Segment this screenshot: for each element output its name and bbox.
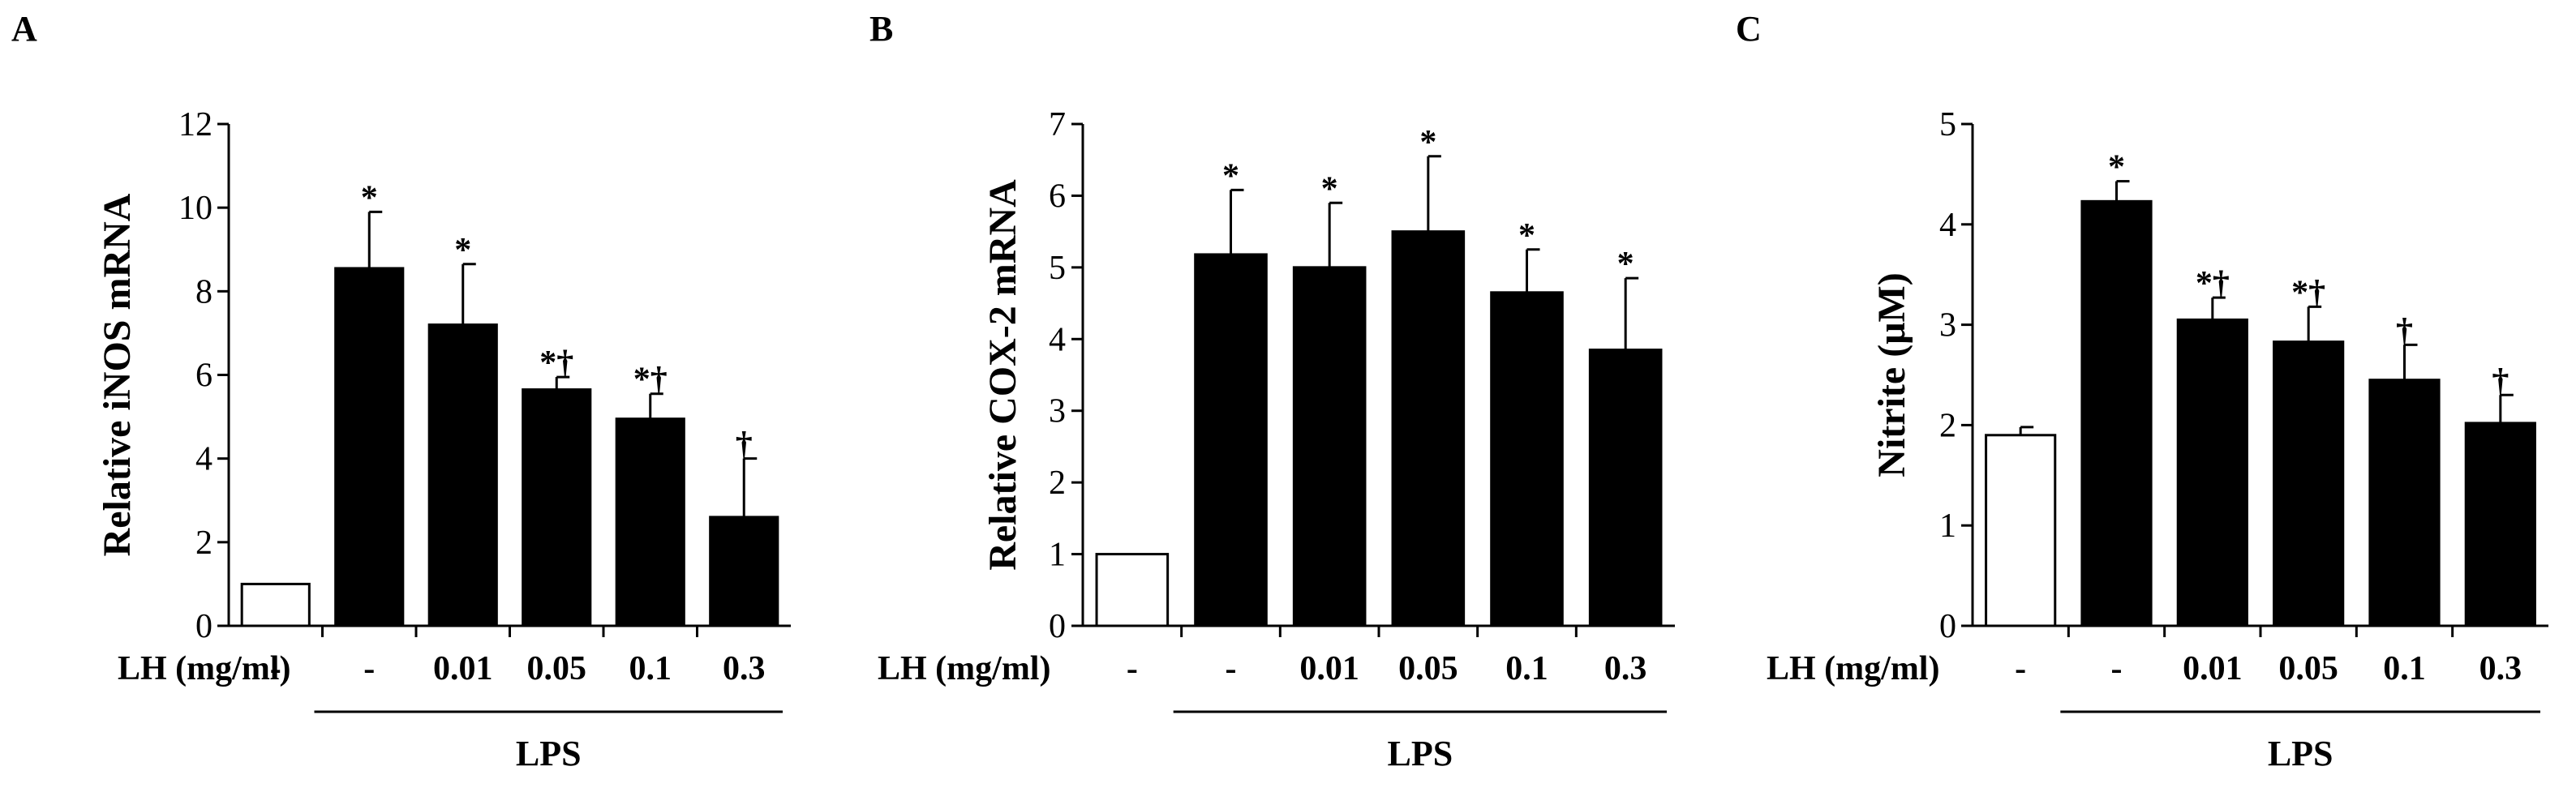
panel-letter: C [1736, 9, 1762, 49]
significance-mark: † [736, 426, 753, 464]
bar [2464, 422, 2536, 627]
bar [1391, 230, 1466, 627]
significance-mark: * [1617, 246, 1634, 283]
bar [1095, 553, 1170, 627]
y-tick-label: 1 [1939, 507, 1956, 545]
x-tick-label: 0.05 [1398, 650, 1458, 687]
lps-label: LPS [1387, 734, 1453, 773]
lps-label: LPS [516, 734, 582, 773]
x-tick-label: 0.05 [2278, 650, 2338, 687]
x-tick-label: - [2015, 650, 2026, 687]
significance-mark: * [1222, 157, 1239, 195]
y-tick-label: 8 [195, 273, 213, 310]
x-tick-label: 0.05 [527, 650, 587, 687]
y-tick-label: 1 [1049, 537, 1066, 574]
bar [615, 417, 685, 627]
x-tick-label: 0.01 [433, 650, 493, 687]
bar [2368, 379, 2441, 627]
x-tick-label: 0.3 [1604, 650, 1647, 687]
bar [1985, 434, 2057, 627]
y-tick-label: 0 [195, 608, 213, 645]
significance-mark: * [1419, 124, 1436, 161]
lps-label: LPS [2268, 734, 2333, 773]
panel-letter: A [11, 9, 37, 49]
y-tick-label: 12 [178, 106, 213, 143]
y-tick-label: 0 [1939, 608, 1956, 645]
x-tick-label: - [270, 650, 281, 687]
x-tick-label: - [363, 650, 375, 687]
bar [2080, 199, 2153, 627]
y-tick-label: 2 [195, 524, 213, 562]
x-tick-label: 0.3 [2479, 650, 2522, 687]
bar [1292, 266, 1367, 627]
bar [427, 323, 498, 627]
bar [1588, 349, 1663, 627]
significance-mark: * [454, 232, 471, 269]
x-tick-label: 0.1 [629, 650, 672, 687]
bar [2273, 340, 2345, 627]
x-tick-label: 0.1 [1505, 650, 1548, 687]
significance-mark: *† [2196, 265, 2230, 302]
y-tick-label: 3 [1049, 393, 1066, 430]
treatment-label: LH (mg/ml) [118, 650, 290, 687]
y-tick-label: 6 [195, 357, 213, 395]
panel-letter: B [869, 9, 893, 49]
y-axis-label: Relative COX-2 mRNA [981, 179, 1024, 571]
y-tick-label: 6 [1049, 178, 1066, 215]
panel-b: B 0 1 2 3 4 5 6 7 Relative COX-2 mRNA - * - * 0.01 * 0.0… [869, 9, 1675, 773]
x-tick-label: 0.01 [2183, 650, 2243, 687]
significance-mark: *† [2291, 274, 2325, 311]
y-tick-label: 2 [1939, 407, 1956, 444]
y-tick-label: 4 [1939, 207, 1956, 244]
significance-mark: * [361, 179, 378, 216]
y-tick-label: 4 [195, 441, 213, 478]
x-tick-label: - [2111, 650, 2123, 687]
x-tick-label: 0.1 [2383, 650, 2426, 687]
treatment-label: LH (mg/ml) [878, 650, 1050, 687]
bar [1490, 291, 1564, 627]
significance-mark: * [1518, 217, 1535, 255]
y-tick-label: 4 [1049, 321, 1066, 358]
y-tick-label: 3 [1939, 307, 1956, 345]
y-tick-label: 10 [178, 190, 213, 227]
significance-mark: *† [633, 362, 668, 399]
panel-a: A 0 2 4 6 8 10 12 Relative iNOS mRNA - * - * 0.01 *† 0.… [11, 9, 791, 773]
bar [334, 267, 405, 627]
significance-mark: † [2492, 362, 2509, 400]
y-tick-label: 7 [1049, 106, 1066, 143]
x-tick-label: - [1226, 650, 1237, 687]
significance-mark: * [2108, 149, 2125, 186]
bar [709, 516, 779, 627]
bar [2176, 318, 2248, 627]
y-axis-label: Relative iNOS mRNA [96, 193, 139, 556]
treatment-label: LH (mg/ml) [1767, 650, 1939, 687]
significance-mark: *† [539, 345, 573, 382]
x-tick-label: - [1127, 650, 1138, 687]
x-tick-label: 0.01 [1299, 650, 1359, 687]
x-tick-label: 0.3 [723, 650, 766, 687]
panel-c: C 0 1 2 3 4 5 Nitrite (μM) - * - *† 0.01 *† 0.05 † 0.1 † 0… [1736, 9, 2548, 773]
y-tick-label: 0 [1049, 608, 1066, 645]
y-tick-label: 2 [1049, 464, 1066, 502]
bar [1194, 253, 1268, 627]
y-tick-label: 5 [1939, 106, 1956, 143]
significance-mark: * [1321, 170, 1338, 208]
bar [240, 582, 311, 627]
y-tick-label: 5 [1049, 250, 1066, 287]
significance-mark: † [2396, 312, 2413, 349]
bar [522, 388, 592, 627]
y-axis-label: Nitrite (μM) [1870, 272, 1913, 477]
